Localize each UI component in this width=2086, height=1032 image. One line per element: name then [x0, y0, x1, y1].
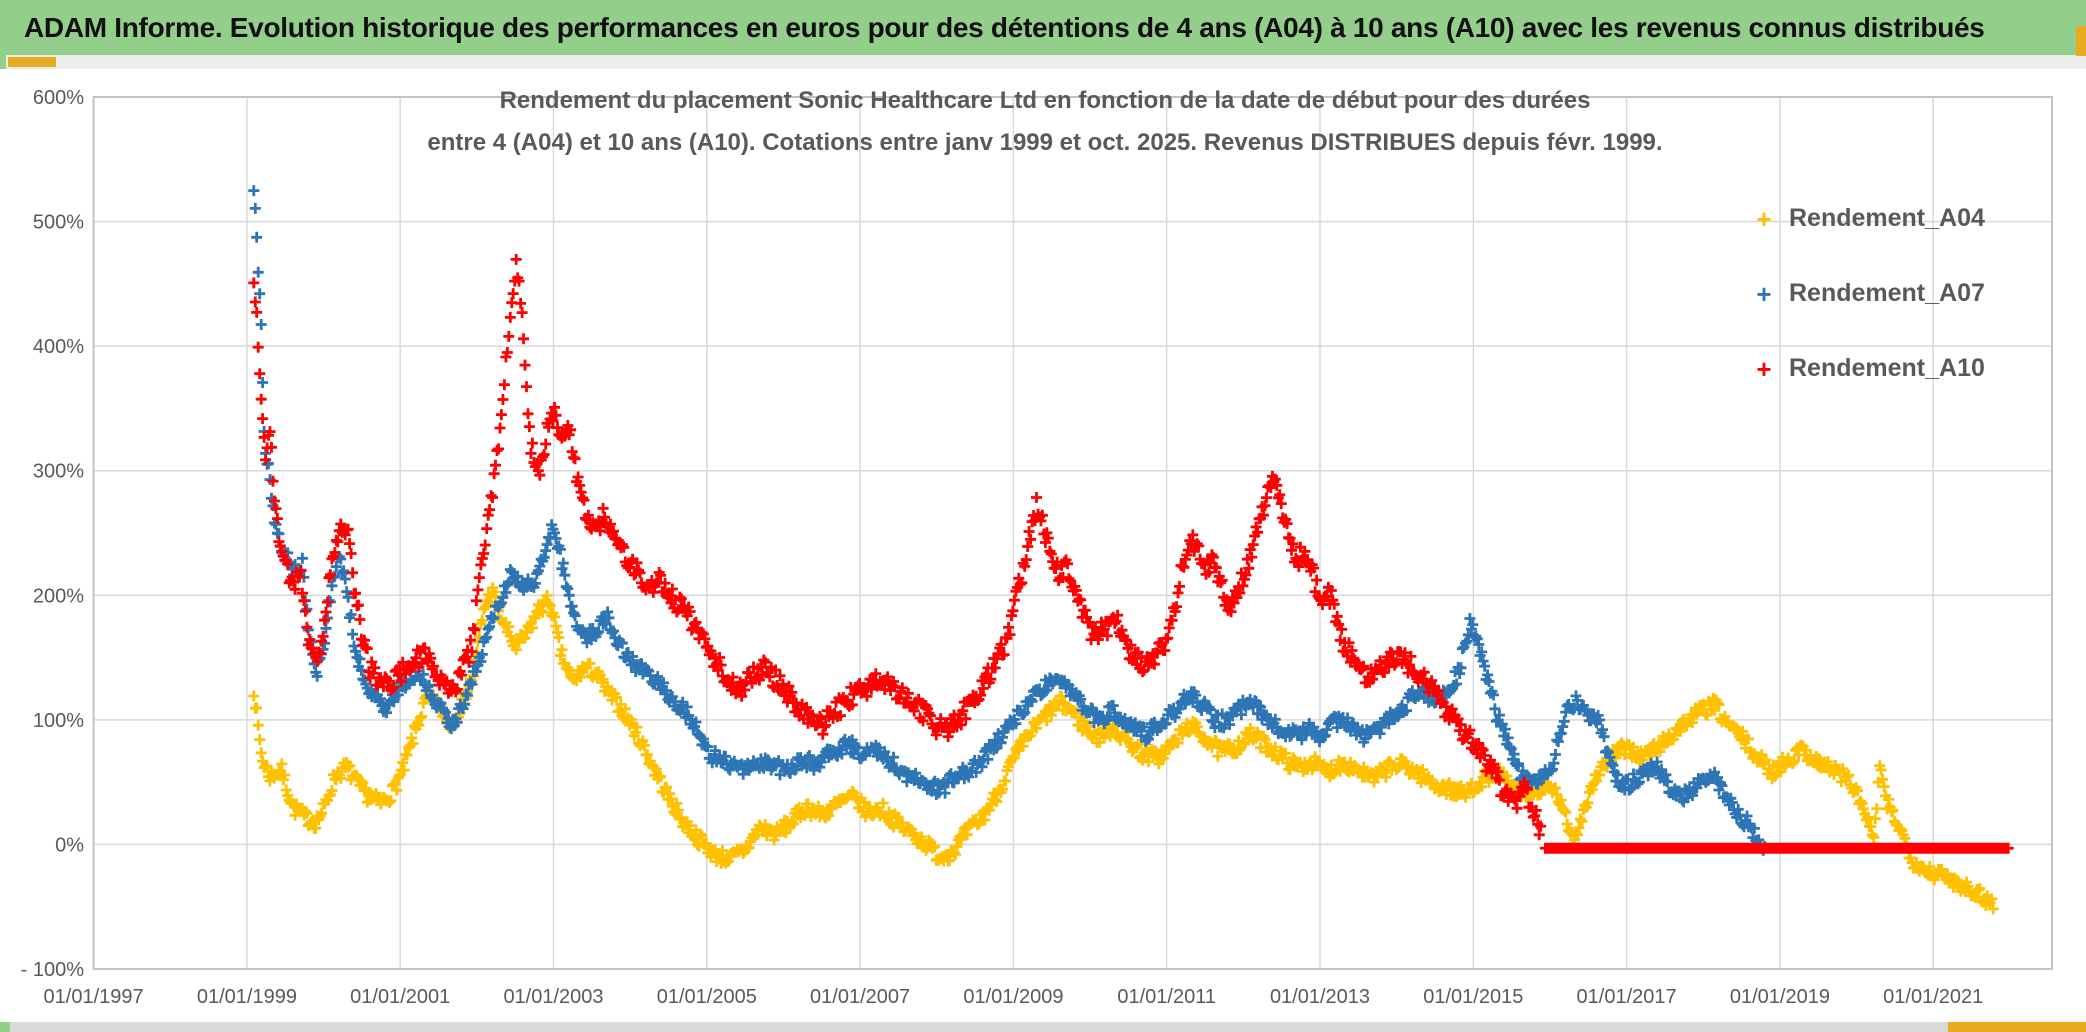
x-tick-label: 01/01/2007	[810, 986, 910, 1008]
x-tick-label: 01/01/2017	[1577, 986, 1677, 1008]
performance-scatter-chart: 600% 500% 400% 300% 200% 100% 0% - 100% 01/01/19…	[21, 87, 2054, 1008]
y-tick-label: 300%	[33, 461, 84, 483]
header-bar: ADAM Informe. Evolution historique des p…	[0, 0, 2086, 55]
subheader-band	[0, 55, 2086, 69]
y-tick-label: 600%	[33, 87, 84, 109]
chart-title-line2: entre 4 (A04) et 10 ans (A10). Cotations…	[427, 129, 1663, 156]
accent-gold-bottom-right	[1948, 1022, 2086, 1032]
x-tick-label: 01/01/1999	[197, 986, 297, 1008]
legend-marker-a07: +	[1756, 278, 1772, 309]
x-tick-label: 01/01/2003	[503, 986, 603, 1008]
legend: + Rendement_A04 + Rendement_A07 + Rendem…	[1753, 204, 1985, 383]
chart-area: 600% 500% 400% 300% 200% 100% 0% - 100% 01/01/19…	[0, 69, 2086, 1022]
legend-item-a07: + Rendement_A07	[1753, 279, 1985, 308]
chart-title-line1: Rendement du placement Sonic Healthcare …	[499, 87, 1591, 114]
y-tick-label: - 100%	[21, 959, 85, 981]
legend-item-a04: + Rendement_A04	[1753, 204, 1985, 233]
y-tick-label: 200%	[33, 585, 84, 607]
legend-label-a10: Rendement_A10	[1789, 354, 1985, 382]
x-tick-label: 01/01/2005	[657, 986, 757, 1008]
y-tick-label: 100%	[33, 710, 84, 732]
accent-green-bottom-left	[0, 1022, 10, 1032]
legend-label-a04: Rendement_A04	[1789, 204, 1985, 232]
plot-border	[92, 96, 2054, 970]
chart-title: Rendement du placement Sonic Healthcare …	[95, 80, 1995, 164]
page-title: ADAM Informe. Evolution historique des p…	[24, 11, 1985, 43]
accent-gold-top-left	[8, 57, 56, 67]
bottom-band	[0, 1022, 2086, 1032]
x-tick-label: 01/01/2021	[1883, 986, 1983, 1008]
series-Rendement_A10	[248, 253, 2014, 854]
legend-label-a07: Rendement_A07	[1789, 279, 1985, 307]
legend-marker-a10: +	[1756, 353, 1772, 384]
y-tick-label: 400%	[33, 336, 84, 358]
x-tick-label: 01/01/1997	[44, 986, 144, 1008]
y-tick-label: 500%	[33, 212, 84, 234]
x-tick-label: 01/01/2019	[1730, 986, 1830, 1008]
legend-marker-a04: +	[1756, 203, 1772, 234]
x-tick-label: 01/01/2011	[1117, 986, 1216, 1008]
accent-gold-top-right	[2076, 26, 2086, 56]
x-tick-label: 01/01/2009	[963, 986, 1063, 1008]
x-tick-label: 01/01/2015	[1423, 986, 1523, 1008]
x-tick-label: 01/01/2001	[350, 986, 450, 1008]
legend-item-a10: + Rendement_A10	[1753, 354, 1985, 383]
x-tick-label: 01/01/2013	[1270, 986, 1370, 1008]
y-tick-label: 0%	[55, 834, 84, 856]
